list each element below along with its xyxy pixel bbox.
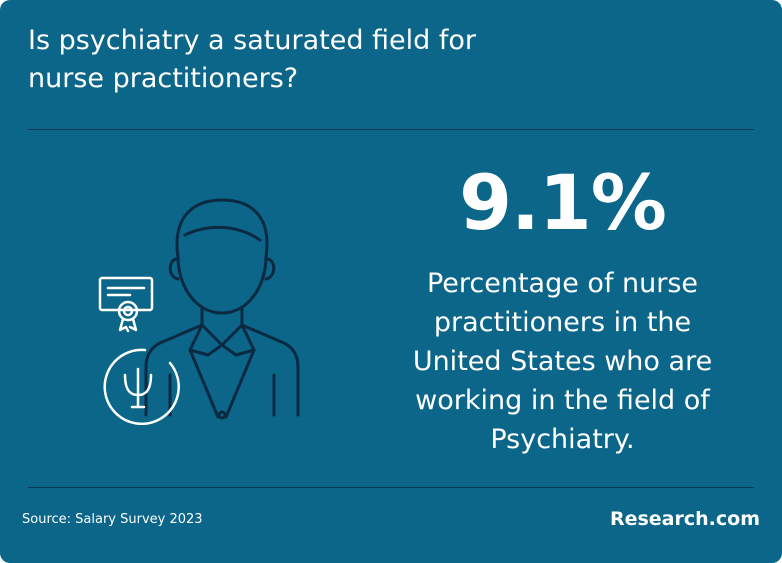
- divider: [28, 487, 754, 488]
- stat-description: Percentage of nurse practitioners in the…: [412, 268, 713, 455]
- source: Source: Salary Survey 2023: [22, 512, 203, 527]
- divider: [28, 129, 754, 130]
- title: Is psychiatry a saturated field for nurs…: [28, 25, 477, 94]
- brand: Research.com: [609, 508, 760, 530]
- nurse-icon: [98, 198, 300, 425]
- stat-value: 9.1%: [459, 158, 667, 247]
